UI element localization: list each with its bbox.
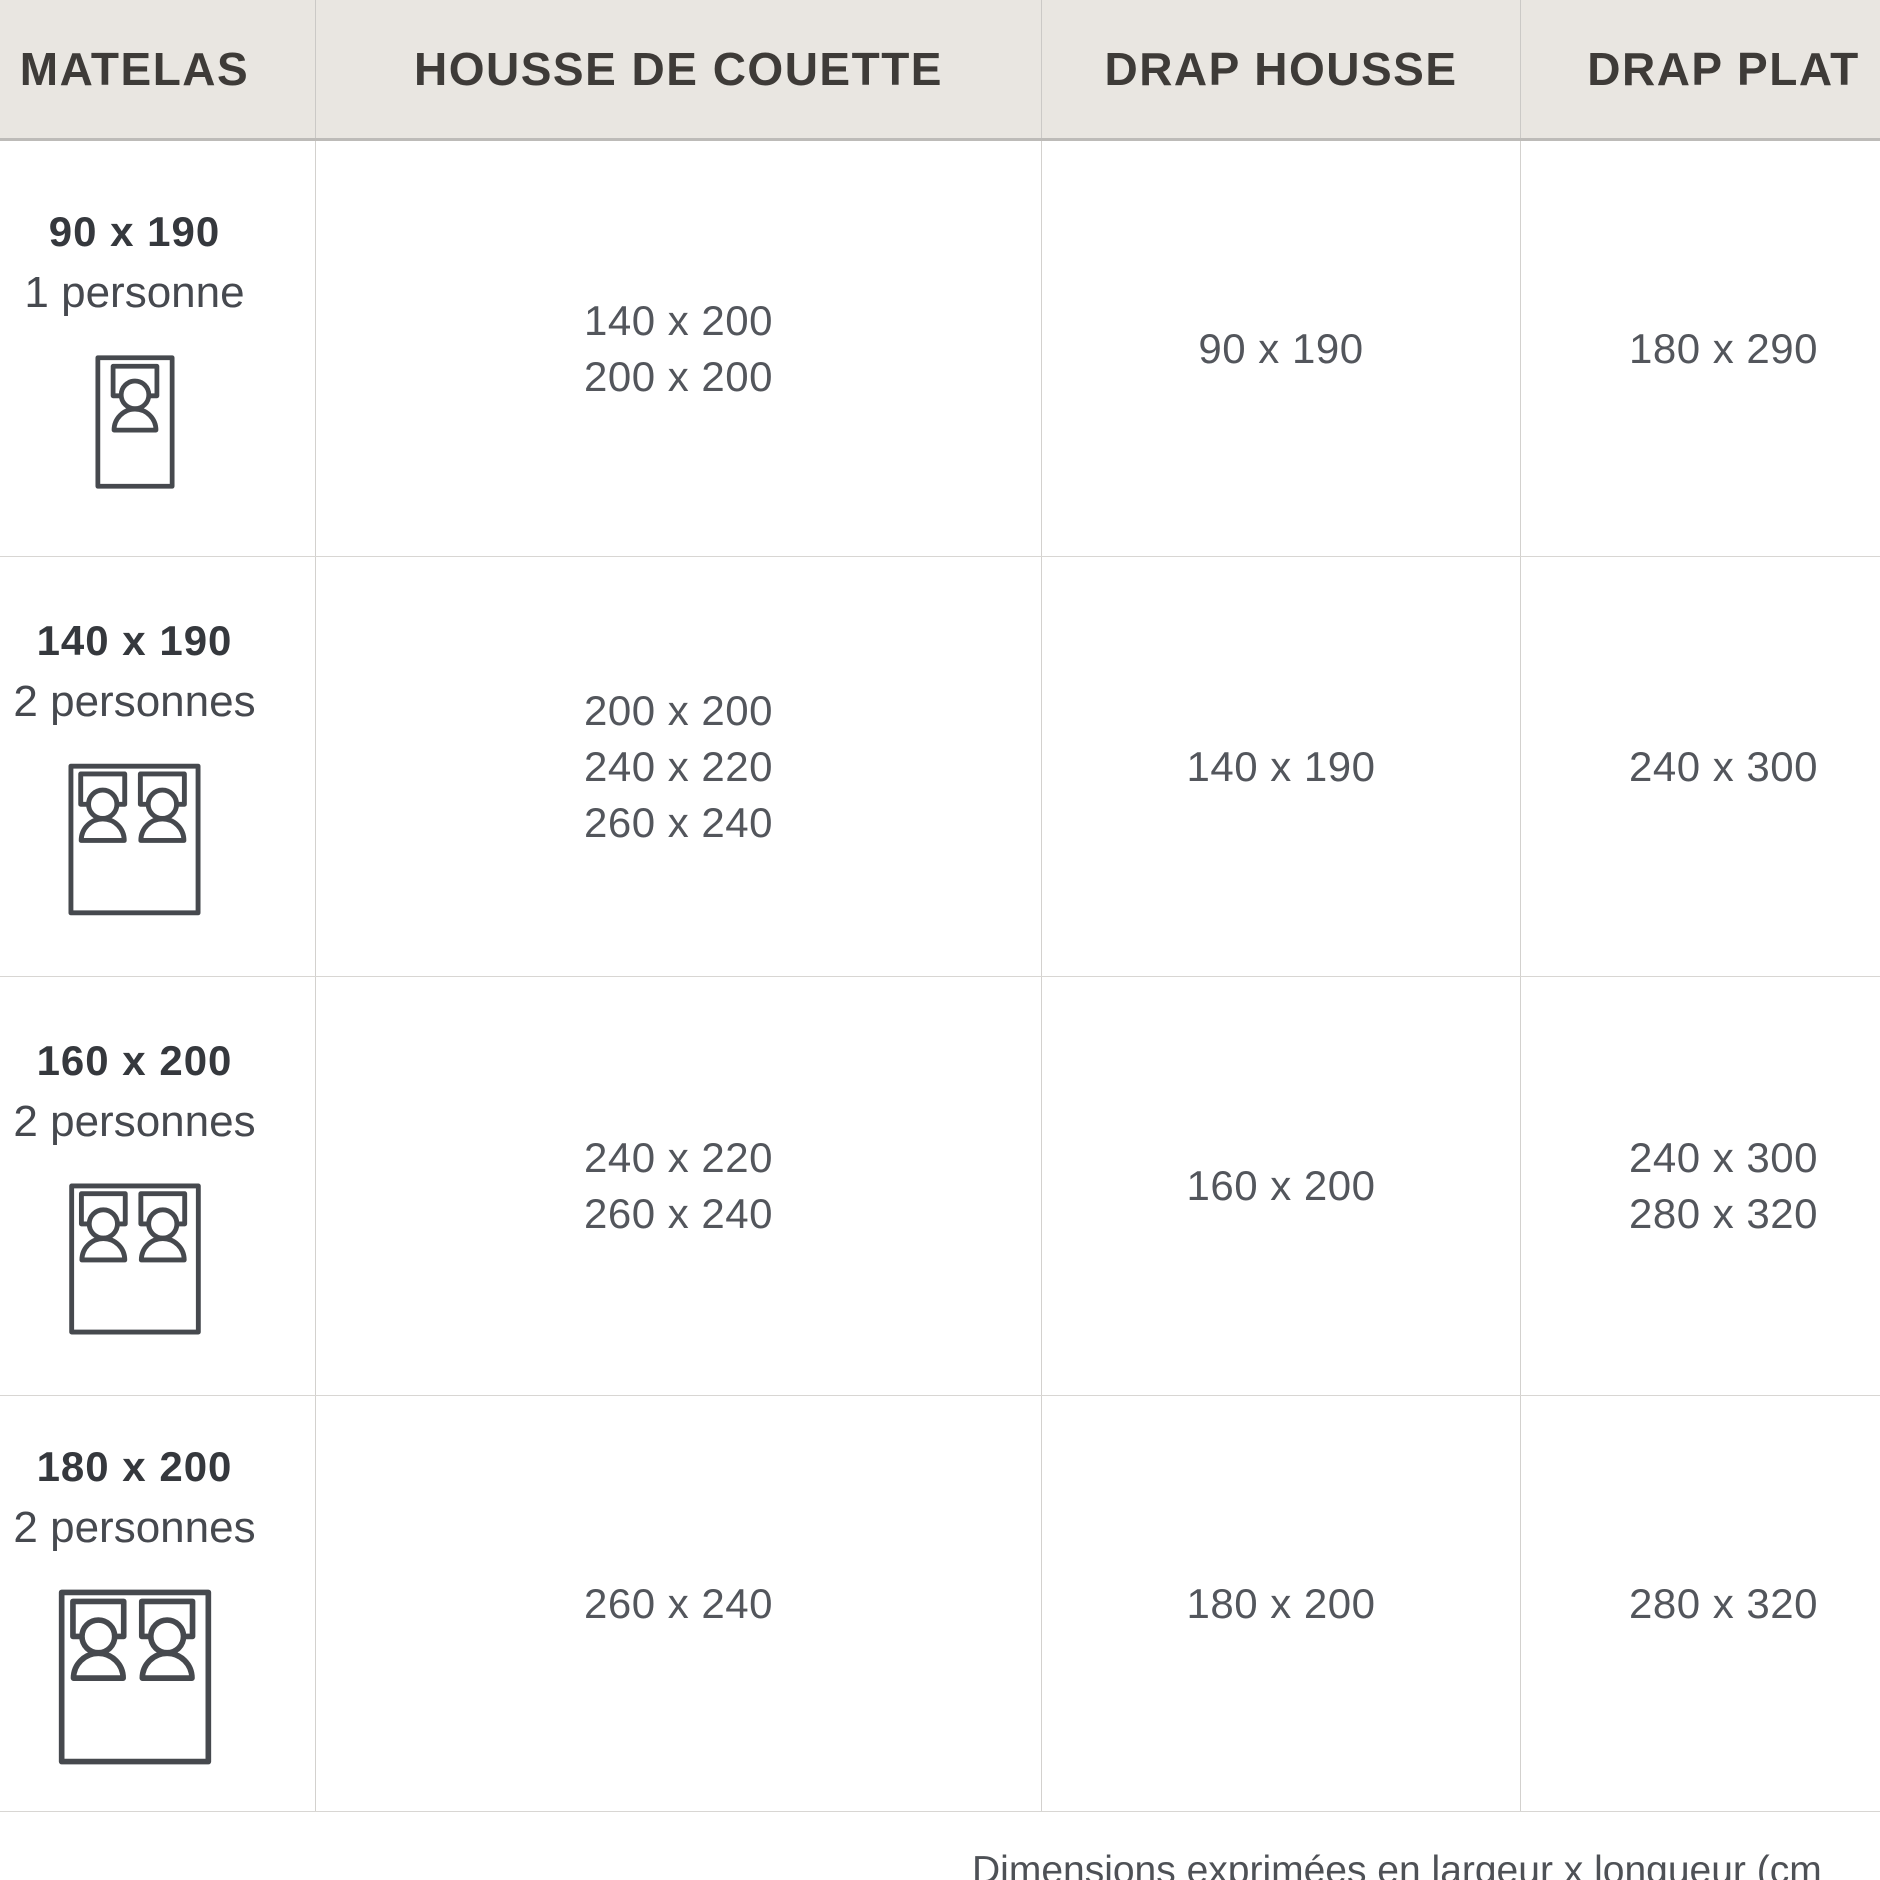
flat-sheet-cell: 280 x 320	[1520, 1396, 1880, 1811]
flat-sheet-cell: 240 x 300	[1520, 557, 1880, 976]
dimension-value: 200 x 200	[584, 686, 773, 734]
dimension-value: 200 x 200	[584, 352, 773, 400]
dimension-value: 260 x 240	[584, 1579, 773, 1627]
table-row: 160 x 200 2 personnes 240 x 220 260 x 240…	[0, 977, 1880, 1396]
duvet-cover-cell: 200 x 200 240 x 220 260 x 240	[315, 557, 1041, 976]
mattress-size: 140 x 190	[36, 617, 233, 664]
header-drap-housse: DRAP HOUSSE	[1041, 0, 1520, 138]
capacity-label: 2 personnes	[13, 1097, 256, 1146]
flat-sheet-cell: 240 x 300 280 x 320	[1520, 977, 1880, 1395]
fitted-sheet-cell: 160 x 200	[1041, 977, 1520, 1395]
bedding-size-table: MATELAS HOUSSE DE COUETTE DRAP HOUSSE DR…	[0, 0, 1880, 1812]
dimension-value: 280 x 320	[1629, 1190, 1818, 1237]
mattress-size: 90 x 190	[48, 207, 221, 255]
capacity-label: 2 personnes	[13, 677, 256, 726]
dimension-value: 160 x 200	[1186, 1162, 1376, 1209]
dimensions-footnote: Dimensions exprimées en largeur x longue…	[972, 1849, 1822, 1880]
double-bed-icon	[68, 1183, 201, 1335]
mattress-cell: 90 x 190 1 personne	[0, 141, 315, 556]
dimension-value: 240 x 220	[584, 742, 773, 790]
fitted-sheet-cell: 180 x 200	[1041, 1396, 1520, 1811]
dimension-value: 90 x 190	[1198, 324, 1364, 372]
capacity-label: 1 personne	[24, 267, 245, 317]
table-body: 90 x 190 1 personne 140 x 200 200 x 200 9…	[0, 141, 1880, 1812]
table-row: 140 x 190 2 personnes 200 x 200 240 x 220…	[0, 557, 1880, 977]
header-drap-plat: DRAP PLAT	[1520, 0, 1880, 138]
dimension-value: 240 x 300	[1629, 742, 1818, 790]
mattress-cell: 160 x 200 2 personnes	[0, 977, 315, 1395]
flat-sheet-cell: 180 x 290	[1520, 141, 1880, 556]
table-row: 90 x 190 1 personne 140 x 200 200 x 200 9…	[0, 141, 1880, 557]
duvet-cover-cell: 260 x 240	[315, 1396, 1041, 1811]
dimension-value: 140 x 200	[584, 296, 773, 344]
duvet-cover-cell: 240 x 220 260 x 240	[315, 977, 1041, 1395]
dimension-value: 140 x 190	[1186, 742, 1376, 790]
dimension-value: 240 x 300	[1629, 1134, 1818, 1181]
single-bed-icon	[94, 354, 175, 489]
fitted-sheet-cell: 140 x 190	[1041, 557, 1520, 976]
fitted-sheet-cell: 90 x 190	[1041, 141, 1520, 556]
dimension-value: 180 x 290	[1629, 324, 1818, 372]
mattress-size: 180 x 200	[36, 1442, 233, 1490]
dimension-value: 280 x 320	[1629, 1579, 1818, 1627]
duvet-cover-cell: 140 x 200 200 x 200	[315, 141, 1041, 556]
dimension-value: 260 x 240	[584, 798, 773, 846]
double-bed-icon	[58, 1589, 211, 1764]
table-row: 180 x 200 2 personnes 260 x 240 180 x 20…	[0, 1396, 1880, 1812]
mattress-size: 160 x 200	[36, 1037, 233, 1084]
dimension-value: 260 x 240	[584, 1190, 773, 1237]
mattress-cell: 140 x 190 2 personnes	[0, 557, 315, 976]
double-bed-icon	[68, 763, 201, 916]
table-header-row: MATELAS HOUSSE DE COUETTE DRAP HOUSSE DR…	[0, 0, 1880, 141]
dimension-value: 240 x 220	[584, 1134, 773, 1181]
mattress-cell: 180 x 200 2 personnes	[0, 1396, 315, 1811]
capacity-label: 2 personnes	[13, 1502, 256, 1552]
header-housse-de-couette: HOUSSE DE COUETTE	[315, 0, 1041, 138]
dimension-value: 180 x 200	[1186, 1579, 1376, 1627]
header-matelas: MATELAS	[19, 43, 250, 95]
